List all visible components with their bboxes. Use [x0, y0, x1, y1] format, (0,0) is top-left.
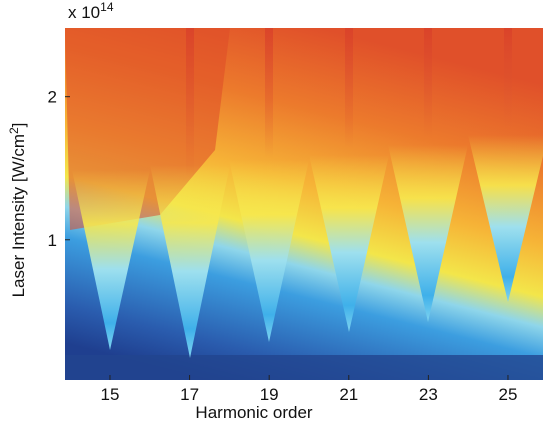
y-axis-label: Laser Intensity [W/cm2]: [7, 123, 28, 298]
x-tick-label: 19: [260, 385, 279, 404]
y-label-end: ]: [9, 123, 28, 128]
x-tick-label: 15: [101, 385, 120, 404]
multiplier: x 1014: [68, 0, 114, 22]
heatmap-field: [65, 28, 543, 380]
y-tick-label: 1: [48, 231, 57, 250]
y-tick-label: 2: [48, 88, 57, 107]
y-label-sup: 2: [7, 127, 21, 134]
x-tick-label: 23: [419, 385, 438, 404]
multiplier-base: x 10: [68, 3, 100, 22]
x-tick-label: 25: [499, 385, 518, 404]
y-label-main: Laser Intensity [W/cm: [9, 134, 28, 297]
x-tick-label: 21: [339, 385, 358, 404]
x-axis-label: Harmonic order: [195, 403, 312, 422]
x-tick-label: 17: [180, 385, 199, 404]
multiplier-exp: 14: [100, 0, 114, 14]
axes: 15 17 19 21 23 25 1 2: [48, 88, 518, 404]
